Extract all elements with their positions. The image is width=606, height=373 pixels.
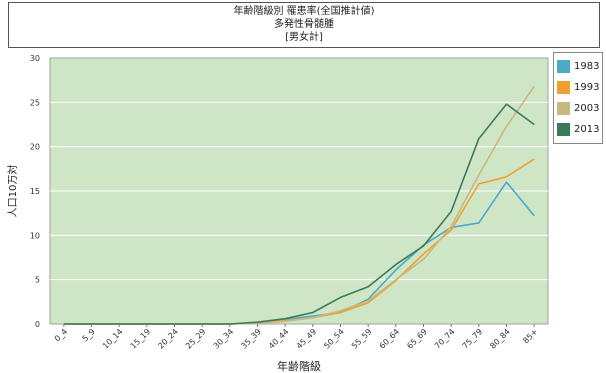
y-tick-label: 20 [30,143,40,152]
x-tick-label: 70_74 [433,327,457,351]
x-tick-label: 25_29 [184,327,208,351]
x-tick-label: 20_24 [156,327,180,351]
y-tick-label: 5 [35,276,40,285]
legend-label: 1993 [574,82,600,93]
x-tick-label: 45_49 [295,327,319,351]
x-tick-label: 5_9 [81,327,97,343]
y-tick-label: 25 [30,98,40,107]
x-tick-label: 65_69 [405,327,429,351]
chart-title-line-1: 年齢階級別 罹患率(全国推計値) [233,6,375,17]
x-axis-label: 年齢階級 [277,359,321,373]
y-tick-label: 30 [30,54,40,63]
x-tick-label: 55_59 [350,327,374,351]
x-tick-label: 40_44 [267,327,291,351]
y-axis-label: 人口10万対 [6,165,19,218]
legend-swatch [557,60,570,73]
y-tick-label: 15 [30,187,40,196]
legend-swatch [557,81,570,94]
legend-label: 2003 [574,103,600,114]
x-tick-label: 30_34 [212,327,236,351]
legend-label: 2013 [574,124,600,135]
x-tick-label: 0_4 [53,327,69,343]
legend-item-1993: 1993 [557,77,599,98]
legend-item-2003: 2003 [557,98,599,119]
x-tick-label: 10_14 [101,327,125,351]
x-tick-label: 50_54 [322,327,346,351]
series-line-2013 [63,103,535,325]
chart-title-box: 年齢階級別 罹患率(全国推計値) 多発性骨髄腫 [男女計] [8,2,600,48]
legend-item-1983: 1983 [557,56,599,77]
legend-swatch [557,123,570,136]
legend-item-2013: 2013 [557,119,599,140]
legend-label: 1983 [574,61,600,72]
x-tick-label: 15_19 [129,327,153,351]
x-tick-label: 75_79 [461,327,485,351]
y-tick-label: 10 [30,231,40,240]
x-tick-label: 85+ [521,327,539,345]
chart-legend: 1983 1993 2003 2013 [553,52,603,144]
x-tick-label: 60_64 [378,327,402,351]
chart-title-line-3: [男女計] [285,32,323,43]
y-tick-label: 0 [35,320,40,329]
legend-swatch [557,102,570,115]
chart-title-line-2: 多発性骨髄腫 [274,19,334,30]
x-tick-label: 35_39 [239,327,263,351]
x-tick-label: 80_84 [488,327,512,351]
